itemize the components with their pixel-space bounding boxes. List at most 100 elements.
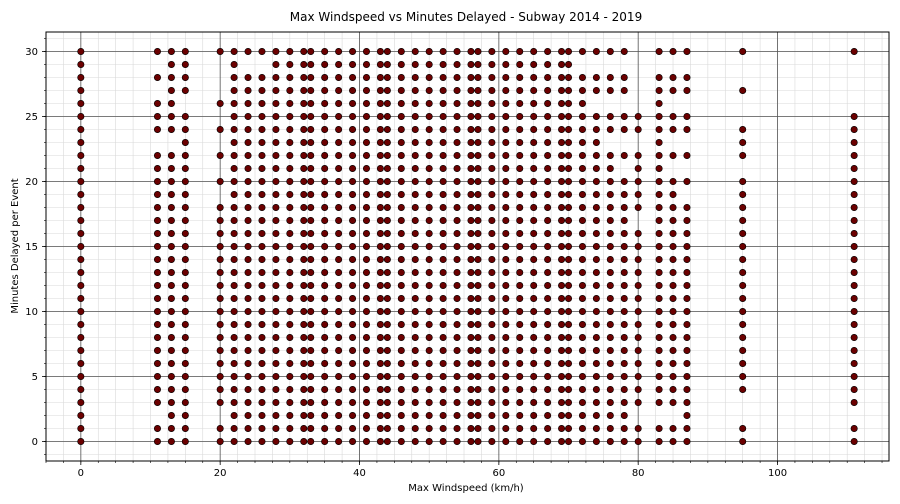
data-point: [850, 385, 858, 393]
data-point: [439, 126, 447, 134]
data-point: [467, 178, 475, 186]
data-point: [307, 255, 315, 263]
data-point: [321, 152, 329, 160]
data-point: [335, 294, 343, 302]
data-point: [286, 268, 294, 276]
data-point: [153, 74, 161, 82]
data-point: [376, 411, 384, 419]
data-point: [321, 139, 329, 147]
data-point: [620, 398, 628, 406]
data-point: [244, 346, 252, 354]
data-point: [286, 424, 294, 432]
data-point: [474, 100, 482, 108]
data-point: [167, 268, 175, 276]
data-point: [167, 217, 175, 225]
data-point: [153, 359, 161, 367]
data-point: [634, 437, 642, 445]
data-point: [167, 307, 175, 315]
data-point: [349, 152, 357, 160]
data-point: [153, 346, 161, 354]
data-point: [335, 243, 343, 251]
data-point: [739, 424, 747, 432]
data-point: [349, 113, 357, 121]
data-point: [578, 139, 586, 147]
data-point: [439, 307, 447, 315]
data-point: [502, 255, 510, 263]
data-point: [683, 204, 691, 212]
chart-title: Max Windspeed vs Minutes Delayed - Subwa…: [290, 10, 642, 24]
data-point: [300, 268, 308, 276]
data-point: [77, 268, 85, 276]
data-point: [439, 74, 447, 82]
data-point: [411, 152, 419, 160]
data-point: [321, 320, 329, 328]
data-point: [349, 372, 357, 380]
data-point: [383, 126, 391, 134]
data-point: [467, 165, 475, 173]
data-point: [516, 178, 524, 186]
data-point: [530, 372, 538, 380]
data-point: [739, 204, 747, 212]
data-point: [411, 74, 419, 82]
data-point: [335, 139, 343, 147]
data-point: [530, 60, 538, 68]
data-point: [376, 307, 384, 315]
data-point: [544, 217, 552, 225]
data-point: [488, 74, 496, 82]
data-point: [606, 294, 614, 302]
data-point: [307, 424, 315, 432]
data-point: [230, 113, 238, 121]
data-point: [397, 113, 405, 121]
data-point: [474, 255, 482, 263]
data-point: [335, 385, 343, 393]
data-point: [739, 346, 747, 354]
data-point: [592, 333, 600, 341]
data-point: [683, 346, 691, 354]
data-point: [565, 60, 573, 68]
data-point: [300, 255, 308, 263]
data-point: [488, 139, 496, 147]
data-point: [425, 268, 433, 276]
data-point: [739, 126, 747, 134]
data-point: [578, 191, 586, 199]
data-point: [516, 281, 524, 289]
data-point: [620, 424, 628, 432]
data-point: [544, 385, 552, 393]
data-point: [153, 398, 161, 406]
data-point: [349, 307, 357, 315]
data-point: [502, 398, 510, 406]
data-point: [216, 47, 224, 55]
data-point: [300, 398, 308, 406]
data-point: [307, 126, 315, 134]
data-point: [230, 359, 238, 367]
data-point: [739, 372, 747, 380]
data-point: [230, 165, 238, 173]
data-point: [558, 47, 566, 55]
data-point: [467, 230, 475, 238]
data-point: [321, 359, 329, 367]
data-point: [739, 281, 747, 289]
data-point: [181, 74, 189, 82]
data-point: [362, 230, 370, 238]
data-point: [592, 359, 600, 367]
data-point: [530, 165, 538, 173]
data-point: [286, 243, 294, 251]
data-point: [634, 333, 642, 341]
data-point: [502, 191, 510, 199]
data-point: [453, 139, 461, 147]
data-point: [530, 255, 538, 263]
data-point: [488, 255, 496, 263]
data-point: [362, 411, 370, 419]
data-point: [258, 255, 266, 263]
data-point: [335, 87, 343, 95]
data-point: [167, 424, 175, 432]
data-point: [578, 268, 586, 276]
data-point: [230, 294, 238, 302]
data-point: [606, 424, 614, 432]
data-point: [272, 281, 280, 289]
data-point: [502, 113, 510, 121]
data-point: [850, 372, 858, 380]
data-point: [578, 47, 586, 55]
data-point: [181, 165, 189, 173]
data-point: [383, 346, 391, 354]
